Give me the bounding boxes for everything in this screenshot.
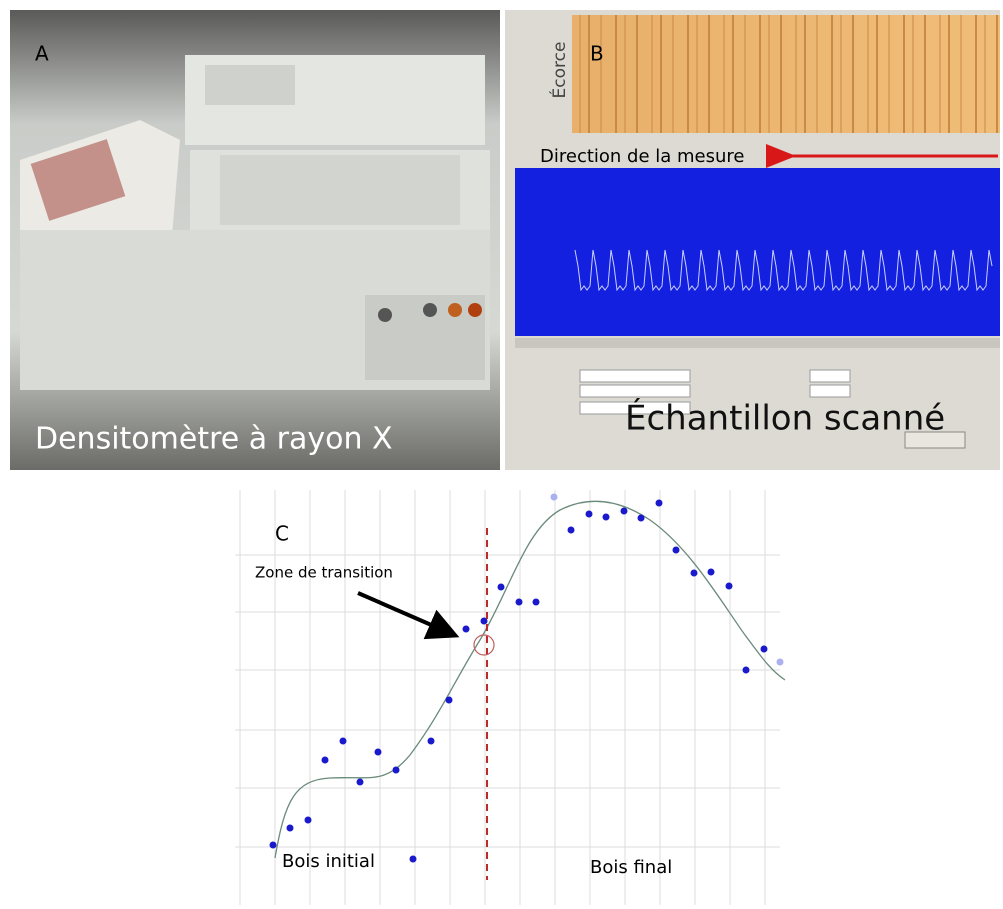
data-point — [655, 499, 663, 507]
data-point — [427, 737, 435, 745]
transition-label: Zone de transition — [255, 564, 393, 582]
wood-sample — [572, 15, 1000, 133]
data-point — [445, 696, 453, 704]
data-point — [409, 855, 417, 863]
scrollbar — [515, 338, 1000, 348]
earlywood-label: Bois initial — [282, 851, 375, 872]
data-point — [304, 816, 312, 824]
data-point — [550, 493, 558, 501]
latewood-label: Bois final — [590, 857, 672, 878]
data-point — [392, 766, 400, 774]
transition-arrow — [357, 591, 460, 640]
data-point — [374, 748, 382, 756]
caption: Densitomètre à rayon X — [35, 422, 393, 457]
data-point — [515, 598, 523, 606]
panel-a: A Densitomètre à rayon X — [10, 10, 500, 470]
data-point — [776, 658, 784, 666]
data-point — [339, 737, 347, 745]
paper-print — [30, 139, 126, 221]
data-point — [356, 778, 364, 786]
panel-label: C — [275, 522, 289, 546]
data-point — [672, 546, 680, 554]
fitted-curve — [274, 500, 786, 859]
transition-circle — [473, 634, 495, 656]
density-profile — [574, 249, 993, 292]
data-point — [480, 617, 488, 625]
data-point — [462, 625, 470, 633]
lid — [220, 155, 460, 225]
data-point — [532, 598, 540, 606]
panel-label: B — [590, 42, 604, 66]
data-point — [321, 756, 329, 764]
control-box — [205, 65, 295, 105]
input-field — [579, 384, 691, 398]
button — [904, 431, 966, 449]
panel-label: A — [35, 42, 49, 66]
data-point — [725, 582, 733, 590]
data-point — [585, 510, 593, 518]
data-point — [269, 841, 277, 849]
knob — [468, 303, 482, 317]
knob — [423, 303, 437, 317]
grid — [235, 490, 780, 905]
panel-b: B Écorce Direction de la mesure Échantil… — [505, 10, 1000, 470]
growth-rings — [579, 15, 998, 133]
direction-label: Direction de la mesure — [540, 146, 745, 167]
data-point — [742, 666, 750, 674]
data-points — [269, 493, 784, 863]
data-point — [602, 513, 610, 521]
input-field — [809, 369, 851, 383]
density-plot — [515, 168, 1000, 336]
data-point — [497, 583, 505, 591]
input-field — [579, 369, 691, 383]
data-point — [620, 507, 628, 515]
bark-label: Écorce — [548, 42, 570, 99]
data-point — [690, 569, 698, 577]
knob — [448, 303, 462, 317]
knob — [378, 308, 392, 322]
data-point — [707, 568, 715, 576]
data-point — [286, 824, 294, 832]
input-field — [809, 384, 851, 398]
plot-area — [235, 490, 780, 905]
input-field — [579, 401, 691, 415]
panel-c: C Zone de transition Bois initial Bois f… — [235, 490, 786, 905]
data-point — [760, 645, 768, 653]
data-point — [567, 526, 575, 534]
caption: Échantillon scanné — [625, 398, 945, 439]
data-point — [637, 514, 645, 522]
form-fields — [579, 369, 966, 449]
